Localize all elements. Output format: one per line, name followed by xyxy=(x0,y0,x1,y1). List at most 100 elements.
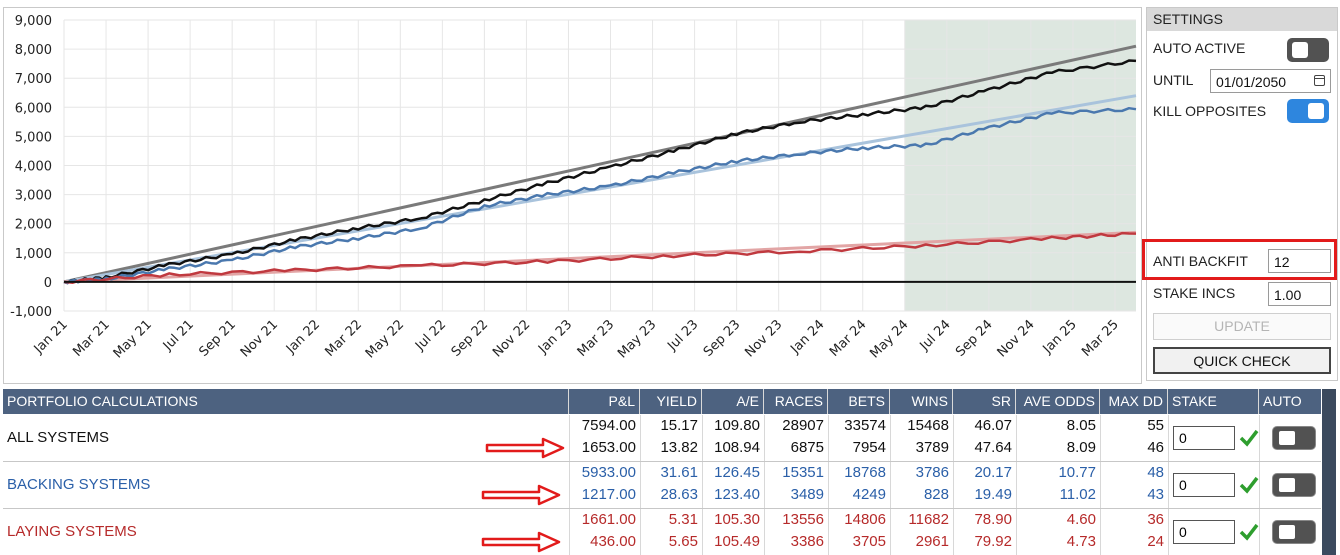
x-tick-label: Sep 21 xyxy=(196,317,239,360)
table-cell: 3489 xyxy=(790,486,824,503)
table-cell: 46 xyxy=(1147,439,1164,456)
col-header-bets: BETS xyxy=(828,389,890,414)
table-cell: 5.65 xyxy=(668,533,698,550)
table-cell: 8.09 xyxy=(1066,439,1096,456)
table-cell: 105.49 xyxy=(714,533,760,550)
col-header-portfolio: PORTFOLIO CALCULATIONS xyxy=(3,389,569,414)
toggle-knob xyxy=(1279,478,1295,492)
table-cell: 4.60 xyxy=(1066,511,1096,528)
table-cell: 14806 xyxy=(844,511,886,528)
table-cell: 24 xyxy=(1147,533,1164,550)
stake-incs-input[interactable]: 1.00 xyxy=(1268,282,1331,306)
table-cell: 1217.00 xyxy=(581,486,636,503)
table-cell: 5933.00 xyxy=(581,464,636,481)
column-divider xyxy=(569,415,570,555)
x-tick-label: Jan 22 xyxy=(283,317,323,357)
column-divider xyxy=(828,415,829,555)
settings-panel: SETTINGS AUTO ACTIVE UNTIL 01/01/2050 KI… xyxy=(1146,7,1338,381)
auto-active-toggle[interactable] xyxy=(1287,38,1329,62)
column-divider xyxy=(702,415,703,555)
portfolio-table: PORTFOLIO CALCULATIONS P&L YIELD A/E RAC… xyxy=(3,389,1321,555)
checkmark-icon[interactable] xyxy=(1239,428,1259,448)
table-cell: 36 xyxy=(1147,511,1164,528)
table-cell: 20.17 xyxy=(974,464,1012,481)
table-cell: 46.07 xyxy=(974,417,1012,434)
column-divider xyxy=(1259,415,1260,555)
x-tick-label: Jan 21 xyxy=(31,317,71,357)
table-cell: 15468 xyxy=(907,417,949,434)
table-cell: 123.40 xyxy=(714,486,760,503)
column-divider xyxy=(890,415,891,555)
table-cell: 4249 xyxy=(852,486,886,503)
stake-input[interactable]: 0 xyxy=(1173,426,1235,450)
settings-title: SETTINGS xyxy=(1147,8,1337,31)
table-cell: 79.92 xyxy=(974,533,1012,550)
x-tick-label: May 22 xyxy=(363,317,407,361)
x-tick-label: May 21 xyxy=(111,317,155,361)
until-label: UNTIL xyxy=(1153,72,1194,88)
table-cell: 7594.00 xyxy=(581,417,636,434)
row-separator xyxy=(3,461,1321,462)
checkmark-icon[interactable] xyxy=(1239,475,1259,495)
col-header-auto: AUTO xyxy=(1259,389,1321,414)
kill-opposites-label: KILL OPPOSITES xyxy=(1153,103,1267,119)
x-tick-label: Nov 22 xyxy=(490,317,533,360)
kill-opposites-toggle[interactable] xyxy=(1287,99,1329,123)
column-divider xyxy=(764,415,765,555)
auto-toggle[interactable] xyxy=(1272,520,1316,544)
until-date-value: 01/01/2050 xyxy=(1216,74,1287,90)
red-arrow-icon xyxy=(481,531,561,553)
col-header-pnl: P&L xyxy=(569,389,640,414)
table-cell: 2961 xyxy=(915,533,949,550)
table-cell: 126.45 xyxy=(714,464,760,481)
x-tick-label: Jan 24 xyxy=(787,317,827,357)
column-divider xyxy=(1100,415,1101,555)
y-tick-label: 4,000 xyxy=(15,160,52,175)
red-arrow-icon xyxy=(485,437,565,459)
table-cell: 13556 xyxy=(782,511,824,528)
y-tick-label: 9,000 xyxy=(15,14,52,29)
table-cell: 109.80 xyxy=(714,417,760,434)
table-cell: 15.17 xyxy=(660,417,698,434)
table-cell: 436.00 xyxy=(590,533,636,550)
equity-line xyxy=(63,106,1137,285)
y-tick-label: 0 xyxy=(44,276,52,291)
table-cell: 31.61 xyxy=(660,464,698,481)
table-cell: 3386 xyxy=(790,533,824,550)
quick-check-button[interactable]: QUICK CHECK xyxy=(1153,347,1331,374)
toggle-knob xyxy=(1308,103,1324,119)
x-tick-label: Nov 23 xyxy=(742,317,785,360)
table-cell: 55 xyxy=(1147,417,1164,434)
equity-line xyxy=(63,231,1137,284)
x-tick-label: Nov 21 xyxy=(238,317,281,360)
table-cell: 10.77 xyxy=(1058,464,1096,481)
col-header-yield: YIELD xyxy=(640,389,702,414)
auto-toggle[interactable] xyxy=(1272,426,1316,450)
y-tick-label: 6,000 xyxy=(15,101,52,116)
x-tick-label: Jan 23 xyxy=(535,317,575,357)
stake-input[interactable]: 0 xyxy=(1173,520,1235,544)
update-button[interactable]: UPDATE xyxy=(1153,313,1331,340)
table-cell: 33574 xyxy=(844,417,886,434)
table-cell: 6875 xyxy=(790,439,824,456)
auto-toggle[interactable] xyxy=(1272,473,1316,497)
x-tick-label: Jan 25 xyxy=(1040,317,1080,357)
checkmark-icon[interactable] xyxy=(1239,522,1259,542)
x-tick-label: Sep 24 xyxy=(953,317,996,360)
table-cell: 7954 xyxy=(852,439,886,456)
anti-backfit-highlight xyxy=(1142,239,1337,280)
anti-backfit-input[interactable]: 12 xyxy=(1268,249,1331,273)
group-label: LAYING SYSTEMS xyxy=(7,523,137,540)
x-tick-label: May 23 xyxy=(615,317,659,361)
column-divider xyxy=(1168,415,1169,555)
table-cell: 8.05 xyxy=(1066,417,1096,434)
stake-input[interactable]: 0 xyxy=(1173,473,1235,497)
vertical-scrollbar[interactable] xyxy=(1322,389,1336,555)
column-divider xyxy=(953,415,954,555)
table-cell: 28907 xyxy=(782,417,824,434)
group-label: ALL SYSTEMS xyxy=(7,429,109,446)
until-date-field[interactable]: 01/01/2050 xyxy=(1210,69,1331,93)
toggle-knob xyxy=(1279,431,1295,445)
y-tick-label: 7,000 xyxy=(15,72,52,87)
calendar-icon[interactable] xyxy=(1314,75,1325,86)
